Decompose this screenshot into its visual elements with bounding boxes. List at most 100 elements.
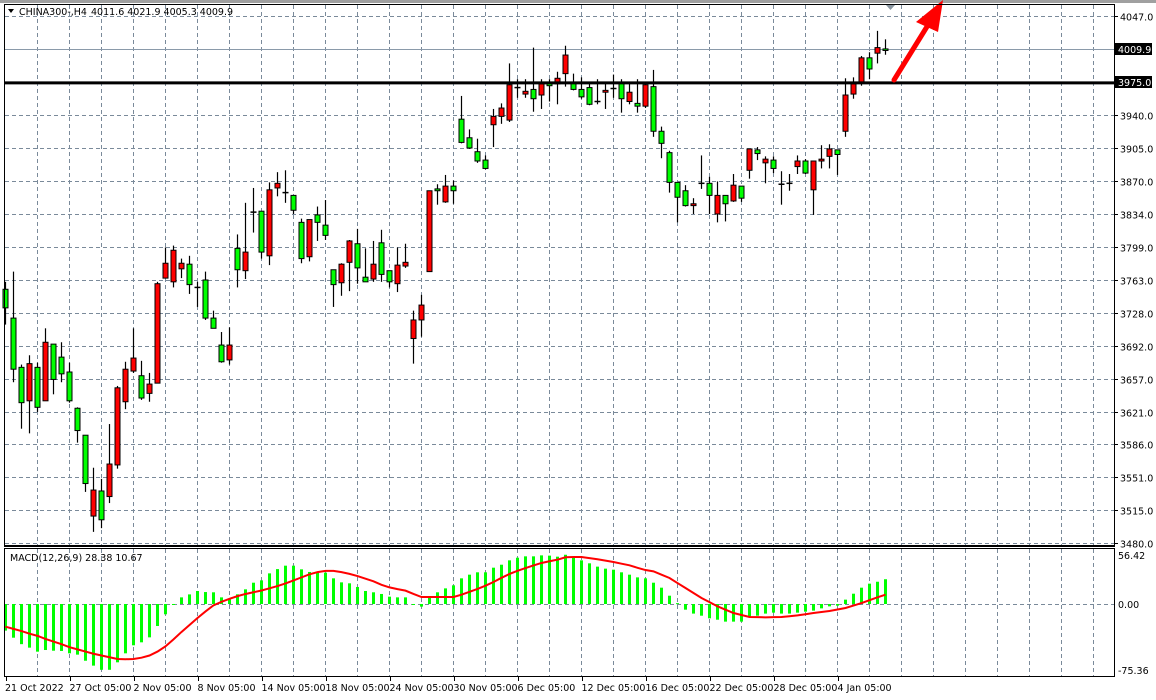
candle-body [330, 269, 337, 286]
time-label: 8 Nov 05:00 [198, 683, 256, 694]
macd-histogram-bar [548, 555, 551, 604]
macd-histogram-bar [836, 604, 839, 606]
macd-histogram-bar [596, 566, 599, 604]
candle [850, 77, 857, 99]
candle [170, 245, 177, 288]
macd-histogram-bar [116, 604, 119, 663]
candle [282, 170, 289, 203]
macd-histogram-bar [292, 565, 295, 604]
macd-histogram-bar [140, 604, 143, 643]
arrow-up-right-icon[interactable] [916, 0, 943, 32]
candle [218, 332, 225, 363]
candle-body [586, 87, 593, 105]
candle-body [770, 159, 777, 169]
candle-body [402, 261, 409, 267]
candle [26, 355, 33, 434]
candle-body [706, 182, 713, 196]
macd-histogram-bar [124, 604, 127, 654]
candle-body [274, 182, 281, 189]
macd-histogram-bar [604, 568, 607, 604]
candle-body [850, 83, 857, 95]
arrow-shaft[interactable] [891, 22, 931, 83]
macd-histogram-bar [724, 604, 727, 622]
candle [130, 328, 137, 373]
candle-body [178, 262, 185, 270]
candle-body [474, 151, 481, 162]
macd-histogram-bar [308, 571, 311, 604]
candle [466, 129, 473, 149]
macd-histogram-bar [196, 590, 199, 604]
candle-body [754, 149, 761, 155]
support-price-label-box [1115, 76, 1152, 88]
macd-histogram-bar [876, 581, 879, 604]
candle-body [450, 185, 457, 192]
ohlc-readout: 4011.6 4021.9 4005.3 4009.9 [91, 7, 233, 18]
macd-histogram-bar [580, 560, 583, 604]
candle [146, 372, 153, 402]
candle-body [34, 366, 41, 408]
candle [154, 281, 161, 384]
candle-body [522, 90, 529, 95]
candle [338, 263, 345, 296]
candle-body [42, 341, 49, 402]
macd-histogram-bar [204, 592, 207, 604]
triangle-down-icon[interactable] [8, 9, 14, 13]
price-label: 3940.0 [1120, 112, 1153, 123]
macd-histogram-bar [612, 569, 615, 604]
price-label: 3870.0 [1120, 178, 1153, 189]
candle [330, 269, 337, 307]
candle [34, 362, 41, 412]
macd-histogram-bar [620, 572, 623, 604]
candle-body [562, 54, 569, 75]
candle [410, 310, 417, 364]
macd-histogram-bar [132, 604, 135, 646]
macd-histogram-bar [852, 593, 855, 604]
macd-histogram-bar [332, 578, 335, 604]
macd-histogram-bar [492, 567, 495, 604]
price-label: 3657.0 [1120, 376, 1153, 387]
candle [274, 172, 281, 197]
candle [290, 194, 297, 214]
candle [626, 82, 633, 105]
candle [442, 174, 449, 203]
candle-body [858, 57, 865, 83]
macd-scale-label: -75.36 [1118, 666, 1149, 677]
candle-body [658, 130, 665, 144]
macd-histogram-bar [588, 563, 591, 604]
candle [562, 45, 569, 87]
shift-marker-icon[interactable] [886, 5, 895, 10]
macd-scale-label: 56.42 [1118, 551, 1145, 562]
price-label: 4047.0 [1120, 13, 1153, 24]
candle-body [794, 160, 801, 168]
macd-histogram-bar [412, 604, 415, 605]
candle [58, 342, 65, 383]
time-label: 6 Dec 05:00 [518, 683, 576, 694]
candle-body [834, 149, 841, 155]
candle-body [98, 490, 105, 521]
candle [42, 328, 49, 402]
macd-histogram-bar [796, 604, 799, 613]
macd-histogram-bar [668, 595, 671, 604]
candle [634, 79, 641, 113]
macd-histogram-bar [156, 604, 159, 626]
candle-body [722, 194, 729, 205]
candles [2, 30, 889, 532]
candle-body [394, 264, 401, 285]
candle [698, 155, 705, 189]
candle-body [802, 160, 809, 174]
candle [490, 108, 497, 148]
macd-histogram-bar [860, 587, 863, 604]
candle [2, 281, 9, 325]
macd-histogram-bar [556, 556, 559, 604]
candle [314, 206, 321, 241]
macd-histogram-bar [684, 604, 687, 610]
macd-signal-line [5, 556, 886, 661]
candle-body [506, 84, 513, 121]
candle [138, 360, 145, 400]
candle [746, 148, 753, 179]
candle-body [418, 304, 425, 321]
macd-histogram-bar [452, 585, 455, 604]
candle-body [258, 210, 265, 253]
candle-body [354, 243, 361, 269]
